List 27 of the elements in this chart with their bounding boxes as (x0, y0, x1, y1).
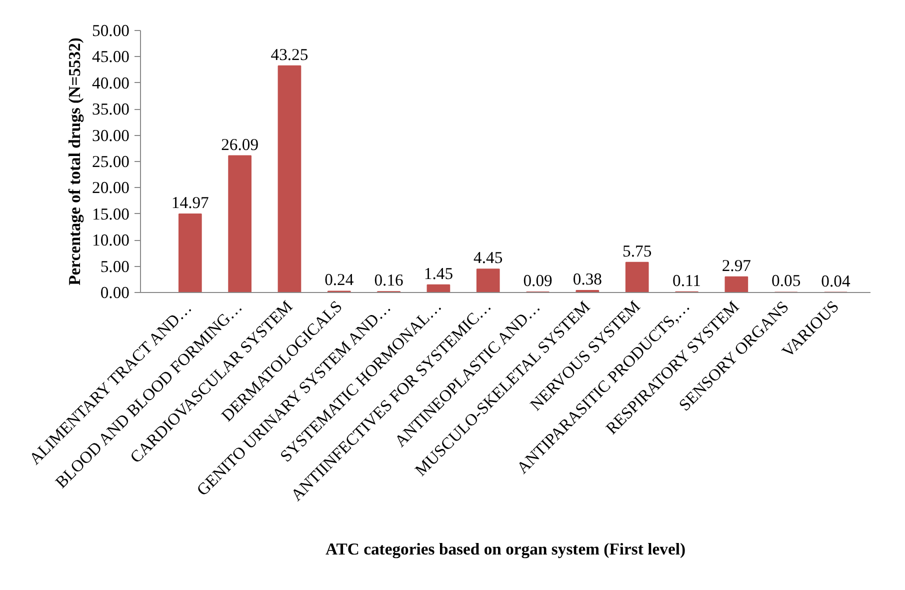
y-tick-label: 40.00 (92, 73, 130, 92)
y-tick-label: 50.00 (92, 21, 130, 40)
data-label: 0.24 (324, 270, 354, 290)
data-label: 0.05 (772, 271, 801, 290)
y-tick-label: 5.00 (100, 256, 130, 276)
data-label: 0.11 (672, 270, 702, 290)
x-axis-title: ATC categories based on organ system (First level) (325, 539, 686, 558)
data-label: 0.38 (572, 270, 602, 289)
y-axis-title: Percentage of total drugs (N=5532) (65, 38, 84, 286)
data-label: 26.09 (221, 134, 259, 154)
data-label: 0.09 (523, 271, 552, 290)
y-tick-label: 45.00 (92, 47, 130, 66)
data-label: 0.16 (374, 270, 404, 290)
y-tick-label: 30.00 (92, 126, 130, 145)
y-tick-label: 0.00 (100, 283, 130, 302)
y-tick-label: 10.00 (92, 230, 130, 250)
data-label: 4.45 (474, 248, 503, 268)
y-tick-label: 35.00 (92, 100, 130, 119)
y-tick-label: 25.00 (92, 152, 130, 171)
data-label: 5.75 (622, 241, 652, 260)
data-label: 2.97 (722, 256, 751, 275)
data-label: 14.97 (171, 193, 209, 212)
data-label: 43.25 (270, 44, 308, 64)
y-tick-label: 15.00 (92, 204, 130, 224)
data-label: 0.04 (821, 271, 851, 290)
data-label: 1.45 (424, 264, 454, 283)
y-tick-label: 20.00 (92, 178, 130, 198)
